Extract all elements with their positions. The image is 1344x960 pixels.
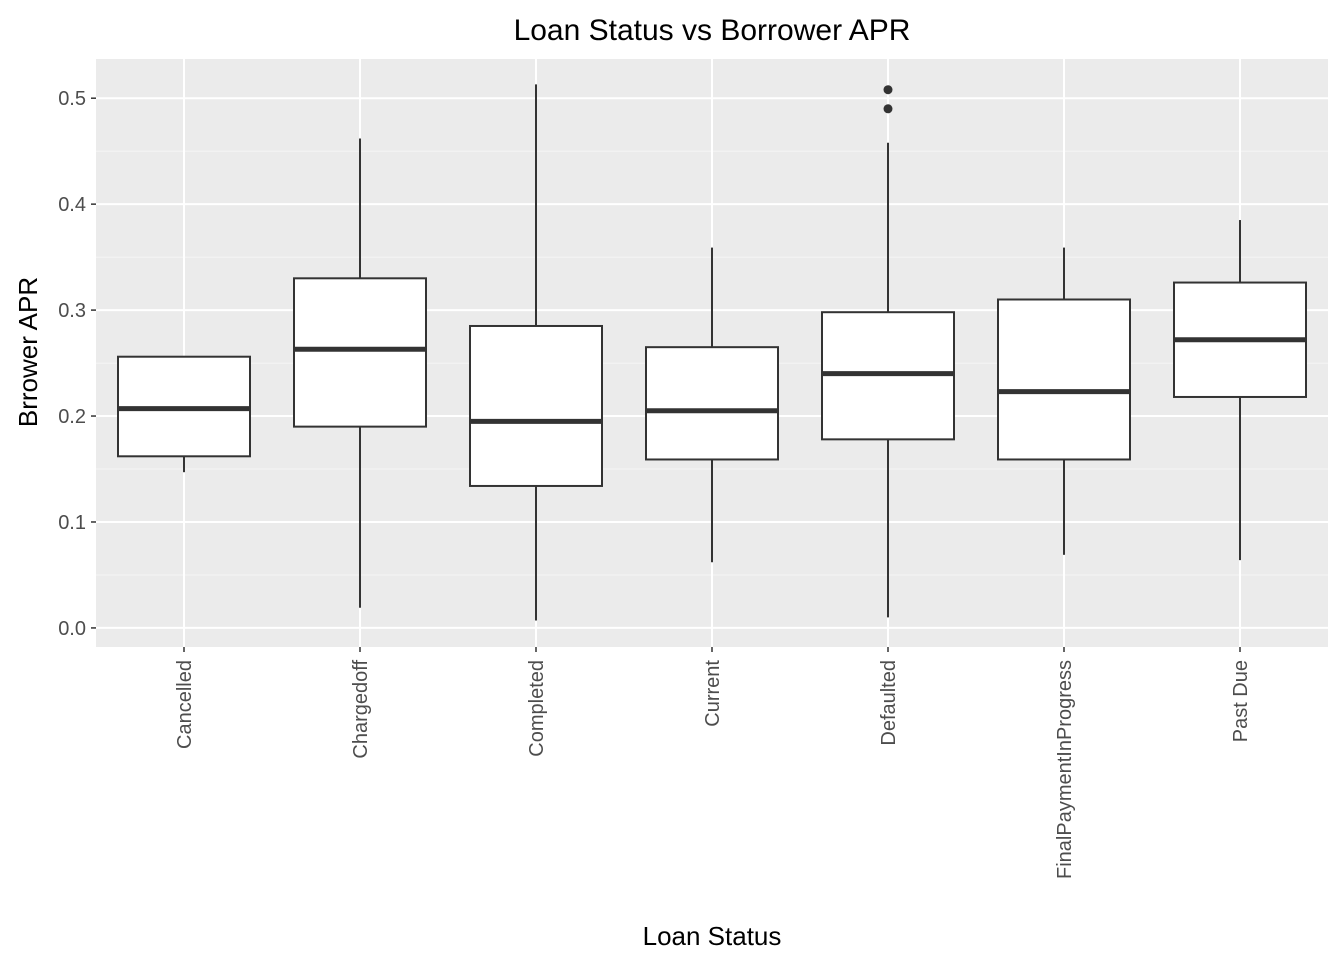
iqr-box [293,277,427,428]
y-tick-label: 0.5 [58,88,86,110]
box-current [645,247,779,563]
x-tick-label: Defaulted [878,660,900,746]
y-tick-label: 0.4 [58,194,86,216]
x-tick-label: FinalPaymentInProgress [1054,660,1076,879]
iqr-box [997,298,1131,461]
chart-title: Loan Status vs Borrower APR [514,14,911,47]
outlier-point [883,104,893,114]
y-tick-label: 0.1 [58,512,86,534]
x-tick-label: Chargedoff [350,660,372,759]
box-completed [469,84,603,621]
x-tick-label: Past Due [1230,660,1252,742]
y-tick-label: 0.0 [58,618,86,640]
x-tick-label: Current [702,660,724,727]
box-past-due [1173,220,1307,561]
x-tick-label: Completed [526,660,548,757]
box-defaulted [821,85,955,618]
box-chargedoff [293,138,427,608]
x-tick-label: Cancelled [174,660,196,749]
box-group [117,84,1307,621]
iqr-box [469,324,603,487]
y-axis-title: Brrower APR [13,277,43,427]
y-axis: 0.0 0.1 0.2 0.3 0.4 0.5 [58,88,96,640]
y-tick-label: 0.3 [58,300,86,322]
x-axis-title: Loan Status [643,921,782,951]
box-finalpaymentinprogress [997,247,1131,555]
outlier-point [883,85,893,95]
x-axis: Cancelled Chargedoff Completed Current Defau… [174,647,1252,879]
y-tick-label: 0.2 [58,406,86,428]
iqr-box [645,346,779,461]
box-cancelled [117,355,251,473]
